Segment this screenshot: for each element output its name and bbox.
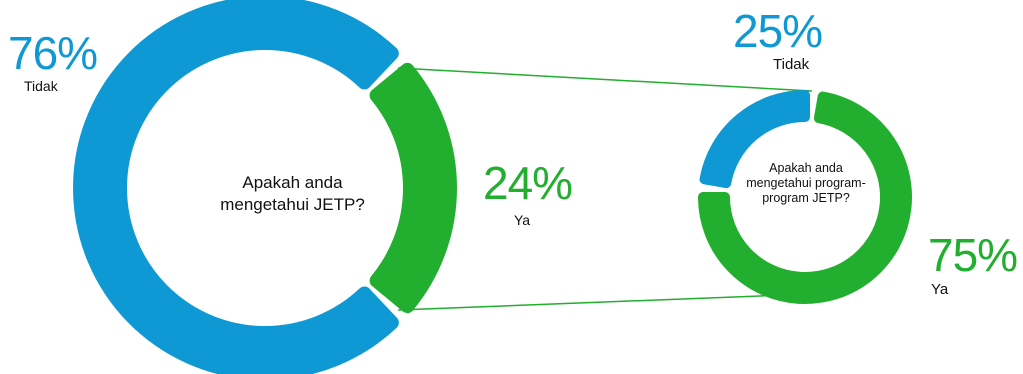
big-ya-label: Ya bbox=[514, 212, 531, 228]
small-tidak-pct: 25% bbox=[733, 5, 823, 57]
big-donut-slice-ya bbox=[369, 62, 457, 314]
small-tidak-label: Tidak bbox=[773, 56, 810, 73]
connector-line-bottom bbox=[397, 293, 813, 311]
small-donut-question: Apakah anda mengetahui program-program J… bbox=[746, 161, 866, 205]
connector-line-top bbox=[397, 67, 813, 92]
small-donut-slice-tidak bbox=[699, 90, 810, 189]
small-donut-slice-ya bbox=[698, 91, 912, 304]
big-donut-question: Apakah anda mengetahui JETP? bbox=[220, 173, 365, 214]
big-tidak-pct: 76% bbox=[8, 27, 98, 79]
big-ya-pct: 24% bbox=[483, 157, 573, 209]
small-ya-pct: 75% bbox=[928, 229, 1018, 281]
small-ya-label: Ya bbox=[931, 281, 949, 298]
big-tidak-label: Tidak bbox=[24, 78, 58, 94]
big-donut-slice-tidak bbox=[73, 0, 399, 374]
